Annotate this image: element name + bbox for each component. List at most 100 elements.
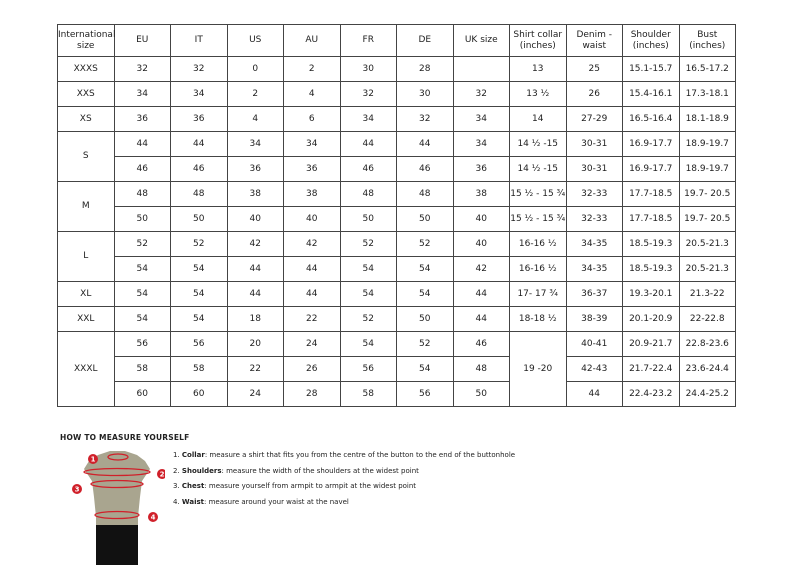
table-cell: 19.7- 20.5 — [678, 206, 736, 232]
table-cell: 46 — [396, 156, 454, 182]
size-cell: XXL — [57, 306, 115, 332]
table-cell: 14 ½ -15 — [509, 156, 567, 182]
measure-steps-list: 1. Collar: measure a shirt that fits you… — [173, 451, 515, 513]
table-cell: 32 — [113, 56, 171, 82]
table-row: XS 36 36 4 6 34 32 34 14 27-29 16.5-16.4 18.1-18.9 — [57, 106, 736, 132]
table-cell: 19.7- 20.5 — [678, 181, 736, 207]
size-cell: XS — [57, 106, 115, 132]
table-cell: 30 — [396, 81, 454, 107]
step-chest: 3. Chest: measure yourself from armpit t… — [173, 482, 417, 490]
table-cell: 16-16 ½ — [509, 231, 567, 257]
table-cell: 40 — [283, 206, 341, 232]
table-cell: 17- 17 ¾ — [509, 281, 567, 307]
column-header: Denim - waist — [565, 24, 623, 57]
marker-4-icon — [148, 512, 158, 522]
table-cell: 54 — [170, 256, 228, 282]
table-row: 54 54 44 44 54 54 42 16-16 ½ 34-35 18.5-19.3 20.5-… — [58, 256, 736, 282]
size-cell: M — [57, 181, 115, 232]
table-cell: 50 — [396, 206, 454, 232]
marker-2-label: 2 — [160, 471, 165, 479]
table-cell: 50 — [339, 206, 397, 232]
table-cell: 52 — [170, 231, 228, 257]
column-header: FR — [339, 24, 397, 57]
torso-measure-illustration: 1 2 3 4 — [72, 451, 165, 565]
table-cell: 21.7-22.4 — [622, 356, 680, 382]
table-cell: 14 — [509, 106, 567, 132]
table-cell: 18.5-19.3 — [622, 256, 680, 282]
table-cell: 36 — [452, 156, 510, 182]
table-cell: 4 — [283, 81, 341, 107]
table-cell: 27-29 — [565, 106, 623, 132]
table-row: S 44 44 34 34 44 44 34 14 ½ -15 30-31 16.9-17.7 18.… — [57, 131, 736, 182]
table-cell: 16.9-17.7 — [622, 156, 680, 182]
table-cell: 44 — [452, 306, 510, 332]
size-cell: XL — [57, 281, 115, 307]
table-cell: 32 — [396, 106, 454, 132]
table-cell: 54 — [396, 356, 454, 382]
table-cell: 30-31 — [565, 156, 623, 182]
table-cell: 34 — [452, 131, 510, 157]
table-row: L 52 52 42 42 52 52 40 16-16 ½ 34-35 18.5-19.3 20.5… — [57, 231, 736, 282]
table-cell: 58 — [170, 356, 228, 382]
table-cell: 34 — [283, 131, 341, 157]
table-cell: 18 — [226, 306, 284, 332]
table-cell: 42 — [283, 231, 341, 257]
table-cell: 28 — [283, 381, 341, 407]
table-cell: 36 — [170, 106, 228, 132]
column-header: Shoulder (inches) — [622, 24, 680, 57]
table-cell: 54 — [113, 306, 171, 332]
table-cell: 34-35 — [565, 231, 623, 257]
guide-title: HOW TO MEASURE YOURSELF — [60, 433, 190, 442]
table-cell: 34 — [339, 106, 397, 132]
table-cell: 56 — [339, 356, 397, 382]
table-cell: 48 — [170, 181, 228, 207]
table-cell: 48 — [396, 181, 454, 207]
table-cell: 16.5-16.4 — [622, 106, 680, 132]
table-cell: 0 — [226, 56, 284, 82]
table-cell: 32-33 — [565, 181, 623, 207]
table-cell: 54 — [396, 256, 454, 282]
table-cell: 4 — [226, 106, 284, 132]
table-cell: 40 — [452, 206, 510, 232]
table-cell: 15 ½ - 15 ¾ — [509, 206, 567, 232]
table-cell: 34 — [113, 81, 171, 107]
table-cell: 14 ½ -15 — [509, 131, 567, 157]
table-cell: 58 — [339, 381, 397, 407]
table-cell: 60 — [113, 381, 171, 407]
step-shoulders: 2. Shoulders: measure the width of the s… — [173, 466, 419, 475]
size-cell: XXXL — [57, 331, 115, 407]
table-cell: 54 — [113, 256, 171, 282]
table-cell: 52 — [113, 231, 171, 257]
table-row: XXXS 32 32 0 2 30 28 13 25 15.1-15.7 16.5-17.2 — [57, 56, 736, 82]
table-cell: 22 — [226, 356, 284, 382]
table-cell: 52 — [396, 231, 454, 257]
table-cell: 38 — [283, 181, 341, 207]
table-cell: 22.4-23.2 — [622, 381, 680, 407]
table-cell: 16.5-17.2 — [678, 56, 736, 82]
table-cell: 28 — [396, 56, 454, 82]
table-cell: 32 — [452, 81, 510, 107]
table-cell: 22.8-23.6 — [678, 331, 736, 357]
table-cell: 24 — [283, 331, 341, 357]
marker-1-label: 1 — [91, 456, 96, 464]
column-header: AU — [283, 24, 341, 57]
table-cell: 18.9-19.7 — [678, 156, 736, 182]
table-cell: 40 — [226, 206, 284, 232]
table-row: 60 60 24 28 58 56 50 44 22.4-23.2 24.4-25.2 — [58, 381, 736, 407]
table-cell: 56 — [396, 381, 454, 407]
table-cell: 15 ½ - 15 ¾ — [509, 181, 567, 207]
table-cell: 42 — [452, 256, 510, 282]
table-cell: 18.5-19.3 — [622, 231, 680, 257]
table-cell: 24.4-25.2 — [678, 381, 736, 407]
table-row: XL 54 54 44 44 54 54 44 17- 17 ¾ 36-37 19.3-20.1 21… — [57, 281, 736, 307]
table-cell: 36-37 — [565, 281, 623, 307]
table-cell: 50 — [452, 381, 510, 407]
table-cell: 32 — [339, 81, 397, 107]
table-cell: 20.5-21.3 — [678, 231, 736, 257]
marker-3-icon — [72, 484, 82, 494]
table-row: XXXL 56 56 20 24 54 52 46 19 -20 40-41 20.9-21.7 22… — [57, 331, 736, 407]
table-cell: 44 — [113, 131, 171, 157]
table-cell: 36 — [226, 156, 284, 182]
table-cell: 46 — [452, 331, 510, 357]
table-cell: 38 — [226, 181, 284, 207]
